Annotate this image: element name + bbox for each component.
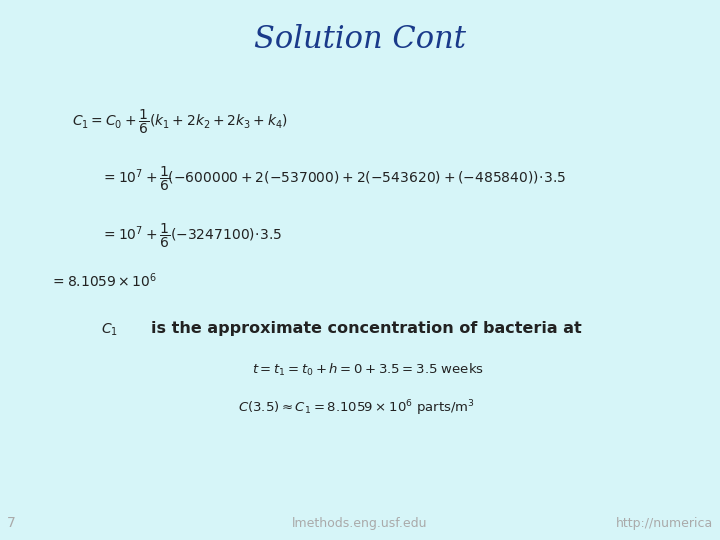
Text: $= 10^7 + \dfrac{1}{6}\!\left(-600000 + 2(-537000) + 2(-543620) + (-485840)\righ: $= 10^7 + \dfrac{1}{6}\!\left(-600000 + … bbox=[101, 165, 566, 193]
Text: is the approximate concentration of bacteria at: is the approximate concentration of bact… bbox=[151, 321, 582, 336]
Text: $t = t_1 = t_0 + h = 0 + 3.5 = 3.5\ \mathrm{weeks}$: $t = t_1 = t_0 + h = 0 + 3.5 = 3.5\ \mat… bbox=[252, 362, 484, 378]
Text: $C_1$: $C_1$ bbox=[101, 321, 118, 338]
Text: $= 8.1059\times10^6$: $= 8.1059\times10^6$ bbox=[50, 271, 158, 289]
Text: http://numerica: http://numerica bbox=[616, 517, 713, 530]
Text: 7: 7 bbox=[7, 516, 16, 530]
Text: Solution Cont: Solution Cont bbox=[254, 24, 466, 55]
Text: $C(3.5) \approx C_1 = 8.1059\times10^6\ \mathrm{parts/m^3}$: $C(3.5) \approx C_1 = 8.1059\times10^6\ … bbox=[238, 398, 474, 417]
Text: lmethods.eng.usf.edu: lmethods.eng.usf.edu bbox=[292, 517, 428, 530]
Text: $C_1 = C_0 + \dfrac{1}{6}\left(k_1 + 2k_2 + 2k_3 + k_4\right)$: $C_1 = C_0 + \dfrac{1}{6}\left(k_1 + 2k_… bbox=[72, 108, 288, 136]
Text: $= 10^7 + \dfrac{1}{6}\left(-3247100\right)\!\cdot\!3.5$: $= 10^7 + \dfrac{1}{6}\left(-3247100\rig… bbox=[101, 221, 282, 249]
